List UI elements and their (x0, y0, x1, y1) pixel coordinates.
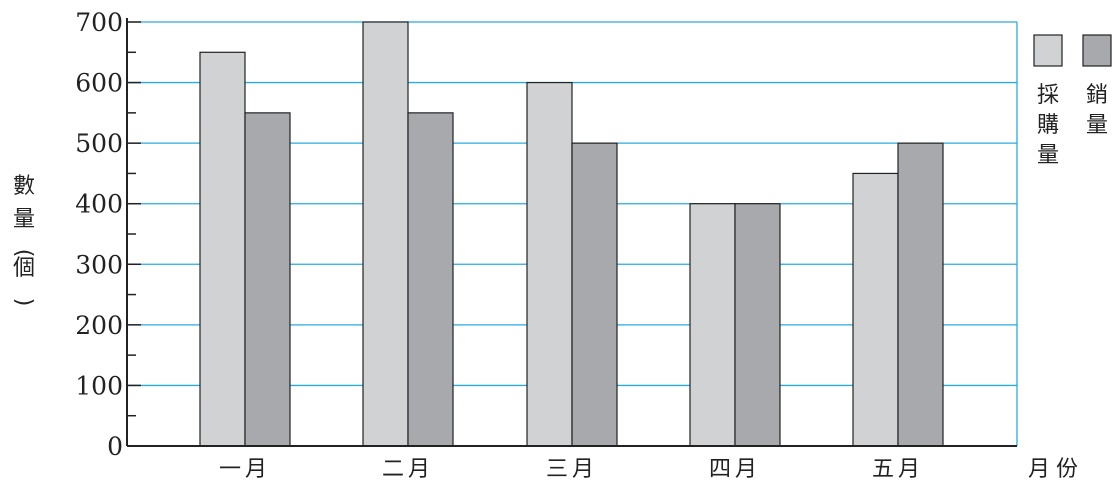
legend-label-char: 採 (1037, 83, 1059, 108)
y-axis-title-char: 數 (13, 174, 35, 199)
bar-五月-銷量 (897, 142, 944, 447)
bar-三月-銷量 (571, 142, 618, 447)
bar-二月-銷量 (407, 112, 454, 447)
y-axis-title-char: 量 (13, 207, 35, 232)
x-axis-title: 月份 (1028, 457, 1084, 481)
bar-一月-採購量 (199, 51, 246, 447)
x-tick-labels: 一月 二月 三月 四月 五月 (219, 457, 924, 481)
legend-label-char: 銷 (1086, 83, 1108, 108)
y-tick-label: 400 (75, 190, 123, 219)
y-tick-label: 600 (75, 69, 123, 98)
y-tick-label: 200 (75, 311, 123, 340)
axes (126, 18, 1017, 447)
y-tick-label: 300 (75, 250, 123, 279)
legend-label-char: 量 (1086, 113, 1108, 138)
legend-swatch-採購量 (1033, 34, 1063, 67)
bar-一月-銷量 (244, 112, 291, 447)
bar-四月-銷量 (734, 203, 781, 447)
y-tick-label: 0 (107, 432, 123, 461)
x-tick-label: 五月 (872, 457, 924, 481)
y-axis-title-char: ) (11, 298, 36, 307)
bar-二月-採購量 (362, 21, 409, 447)
legend-swatch-銷量 (1082, 34, 1112, 67)
bars (199, 21, 944, 447)
legend-label-char: 量 (1037, 143, 1059, 168)
x-axis-label: 月份 (1028, 457, 1084, 481)
x-tick-label: 三月 (546, 457, 598, 481)
y-tick-label: 500 (75, 129, 123, 158)
y-axis-title-char: 個 (13, 256, 35, 281)
y-axis-title-char: ( (11, 249, 36, 258)
y-axis-label: 數量 (個) (11, 174, 36, 306)
y-tick-label: 700 (75, 8, 123, 37)
legend-label-char: 購 (1037, 113, 1059, 138)
y-tick-label: 100 (75, 371, 123, 400)
x-tick-label: 四月 (709, 457, 761, 481)
bar-五月-採購量 (852, 172, 899, 447)
x-tick-label: 二月 (382, 457, 434, 481)
y-tick-labels: 0 100 200 300 400 500 600 700 (75, 8, 123, 461)
x-tick-label: 一月 (219, 457, 271, 481)
bar-四月-採購量 (689, 203, 736, 447)
bar-三月-採購量 (526, 81, 573, 447)
